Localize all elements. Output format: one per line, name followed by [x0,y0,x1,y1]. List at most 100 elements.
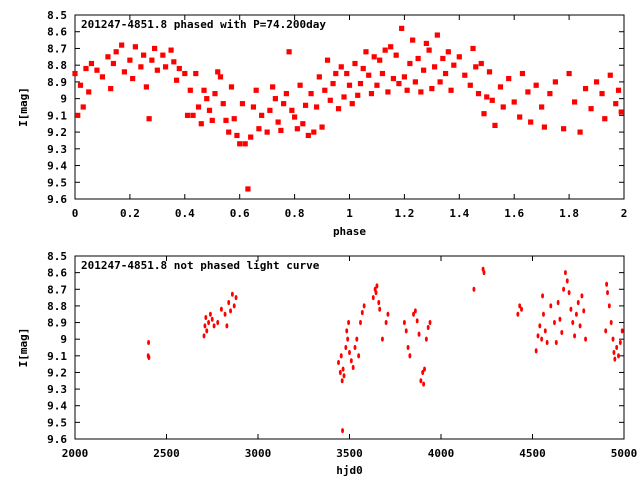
x-tick-label: 1 [346,207,353,220]
x-tick-label: 3000 [245,447,272,460]
data-point [473,64,479,70]
data-point [242,141,248,147]
data-point [237,141,243,147]
y-axis-label: I[mag] [17,328,30,368]
data-point [371,295,375,301]
data-point [346,336,350,342]
data-point [204,315,208,321]
data-point [198,121,204,127]
data-point [472,286,476,292]
data-point [428,320,432,326]
data-point [130,75,136,82]
data-point [147,354,151,361]
data-point [256,126,262,132]
data-point [113,49,119,55]
data-point [316,74,322,80]
data-point [519,70,526,77]
data-point [245,186,251,192]
data-point [588,106,594,112]
data-point [154,67,160,73]
data-point [533,82,539,88]
data-point [272,96,278,102]
data-point [207,320,211,326]
y-tick-label: 8.7 [47,283,67,296]
data-point [482,270,486,276]
data-point [615,344,619,351]
data-point [138,64,144,70]
data-point [593,79,600,85]
data-point [516,311,520,317]
data-point [86,89,92,95]
data-point [470,45,476,52]
data-point [340,378,344,384]
data-point [348,349,351,356]
data-point [342,373,346,379]
data-point [355,92,361,98]
data-point [607,303,611,309]
data-point [442,70,449,77]
data-point [184,112,191,118]
data-point [215,69,221,75]
data-point [375,283,379,289]
data-point [561,126,567,132]
data-point [264,129,270,135]
data-point [234,132,240,139]
data-point [355,336,359,342]
data-point [360,310,364,316]
data-point [223,117,229,123]
data-point [374,290,378,296]
x-axis-label: phase [333,225,366,238]
data-point [349,101,355,107]
y-tick-label: 9.2 [47,366,67,379]
data-point [584,336,588,342]
data-point [283,91,289,97]
data-point [322,87,328,93]
data-point [615,87,622,93]
data-point [528,119,534,125]
x-tick-label: 0.6 [230,207,250,220]
data-point [552,79,558,85]
data-point [248,134,254,140]
data-point [143,84,149,90]
data-point [239,101,246,107]
data-point [423,366,426,372]
data-point [187,87,193,93]
data-point [190,112,196,118]
data-point [382,47,388,53]
data-point [193,70,199,77]
data-point [618,339,622,346]
data-point [540,336,544,342]
data-point [253,87,259,93]
data-point [347,320,351,326]
y-tick-label: 8.9 [47,76,67,89]
data-point [434,32,440,38]
data-point [431,64,438,70]
y-tick-label: 9.1 [47,109,67,122]
y-tick-label: 9.3 [47,383,67,396]
data-point [582,308,586,314]
data-point [182,70,188,77]
data-point [344,344,348,351]
data-point [119,42,125,48]
data-point [202,333,206,339]
x-tick-label: 1.6 [504,207,524,220]
data-point [556,300,560,306]
data-point [363,49,369,55]
data-point [209,117,215,123]
data-point [384,320,388,326]
data-point [232,303,236,309]
y-tick-label: 8.7 [47,42,67,55]
data-point [351,364,355,370]
data-point [549,303,553,309]
data-point [99,74,106,80]
data-point [582,86,589,92]
x-tick-label: 0 [72,207,79,220]
plot-frame [74,255,625,440]
y-tick-label: 9.3 [47,143,67,156]
data-point [275,119,281,125]
y-tick-label: 8.6 [47,267,67,280]
y-tick-label: 9.4 [47,160,67,173]
data-point [217,74,224,80]
